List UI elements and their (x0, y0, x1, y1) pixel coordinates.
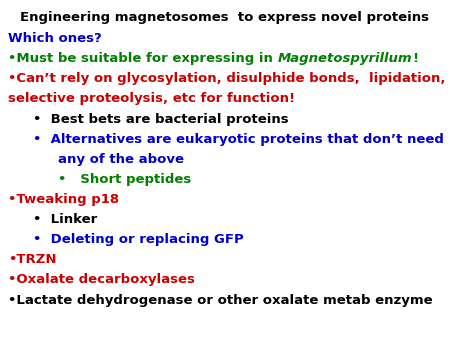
Text: •Tweaking p18: •Tweaking p18 (8, 193, 119, 206)
Text: •TRZN: •TRZN (8, 254, 57, 266)
Text: •   Short peptides: • Short peptides (58, 173, 191, 186)
Text: •Oxalate decarboxylases: •Oxalate decarboxylases (8, 273, 195, 286)
Text: !: ! (412, 52, 418, 65)
Text: •  Best bets are bacterial proteins: • Best bets are bacterial proteins (33, 113, 288, 125)
Text: •Can’t rely on glycosylation, disulphide bonds,  lipidation,: •Can’t rely on glycosylation, disulphide… (8, 72, 446, 85)
Text: Engineering magnetosomes  to express novel proteins: Engineering magnetosomes to express nove… (21, 11, 429, 24)
Text: Which ones?: Which ones? (8, 32, 102, 45)
Text: any of the above: any of the above (58, 153, 184, 166)
Text: •  Deleting or replacing GFP: • Deleting or replacing GFP (33, 233, 243, 246)
Text: Magnetospyrillum: Magnetospyrillum (278, 52, 412, 65)
Text: •  Alternatives are eukaryotic proteins that don’t need: • Alternatives are eukaryotic proteins t… (33, 132, 444, 146)
Text: selective proteolysis, etc for function!: selective proteolysis, etc for function! (8, 92, 295, 105)
Text: •Lactate dehydrogenase or other oxalate metab enzyme: •Lactate dehydrogenase or other oxalate … (8, 293, 433, 307)
Text: •Must be suitable for expressing in: •Must be suitable for expressing in (8, 52, 278, 65)
Text: •  Linker: • Linker (33, 213, 97, 226)
